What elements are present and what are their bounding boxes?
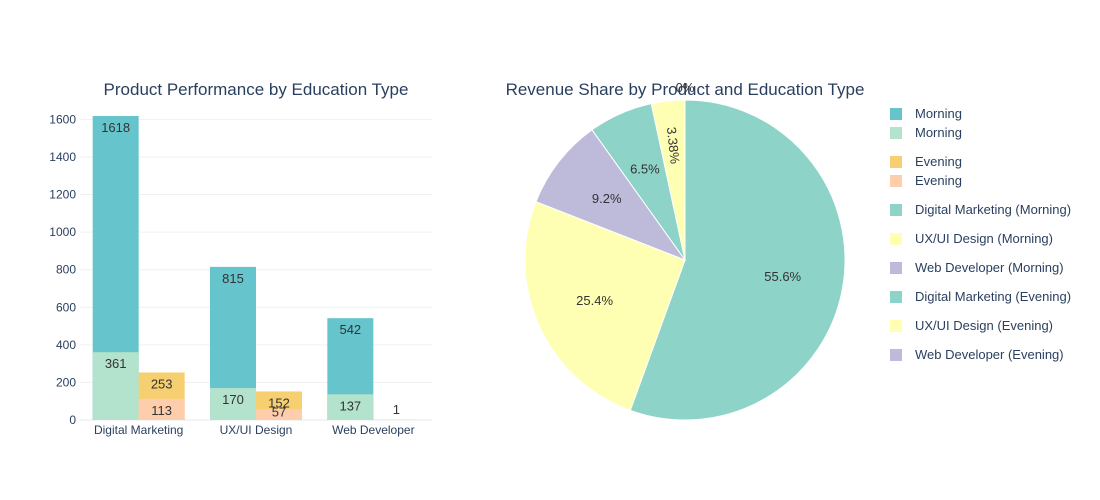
bar-value-label: 57 [272,405,286,420]
legend-label: Web Developer (Morning) [915,260,1064,275]
x-tick-label: Web Developer [332,423,415,437]
legend-swatch [890,291,902,303]
y-tick-label: 800 [56,263,76,277]
y-tick-label: 400 [56,338,76,352]
y-tick-label: 200 [56,375,76,389]
legend-swatch [890,175,902,187]
bar-morning-part [92,352,139,420]
bar-value-label: 170 [222,392,244,407]
legend-label: Web Developer (Evening) [915,347,1064,362]
y-tick-label: 1600 [49,112,76,126]
bar-value-label: 1 [393,402,400,417]
pie-chart-panel: Revenue Share by Product and Education T… [506,80,865,421]
bar-value-label: 253 [151,376,173,391]
legend-label: UX/UI Design (Evening) [915,318,1053,333]
bar-value-label: 361 [105,356,127,371]
bar-morning-part [210,388,256,420]
legend-swatch [890,262,902,274]
bar-value-label: 137 [339,398,361,413]
legend-label: Digital Marketing (Evening) [915,289,1071,304]
pie-slice [629,99,846,421]
bar-value-label: 152 [268,395,290,410]
y-tick-label: 600 [56,300,76,314]
pie-slice-label: 55.6% [764,269,801,284]
bar-value-label: 542 [339,322,361,337]
bar-chart-panel: Product Performance by Education Type 0 2… [49,80,432,437]
legend-label: Evening [915,173,962,188]
bar-morning-part [327,394,374,420]
bar-value-label: 1618 [101,120,130,135]
bar-evening-part [138,398,185,420]
legend-swatch [890,320,902,332]
legend-label: Evening [915,154,962,169]
legend-swatch [890,233,902,245]
bar-value-label: 113 [151,403,172,418]
pie-slice-label: 25.4% [576,293,613,308]
legend-label: UX/UI Design (Morning) [915,231,1053,246]
y-tick-label: 1400 [49,150,76,164]
pie-chart-slices: 55.6% 25.4% 9.2% 6.5% 3.38% 0% [524,80,846,421]
chart-legend: Morning Morning Evening Evening Digital Mark… [890,106,1071,362]
legend-label: Digital Marketing (Morning) [915,202,1071,217]
pie-slice [650,99,686,261]
pie-slice-label: 0% [676,80,695,95]
legend-swatch [890,127,902,139]
bar-chart-y-axis: 0 200 400 600 800 1000 1200 1400 1600 [49,112,76,427]
bar-chart-x-axis: Digital Marketing UX/UI Design Web Develop… [94,423,415,437]
legend-swatch [890,204,902,216]
pie-slice [524,201,686,411]
y-tick-label: 1000 [49,225,76,239]
legend-swatch [890,156,902,168]
x-tick-label: Digital Marketing [94,423,183,437]
pie-slice-label: 3.38% [664,126,683,165]
legend-swatch [890,349,902,361]
pie-slice-label: 6.5% [630,161,660,176]
pie-slice-label: 9.2% [592,191,622,206]
bar-chart-title: Product Performance by Education Type [104,80,409,99]
pie-chart-title: Revenue Share by Product and Education T… [506,80,865,99]
bar-evening-part [256,409,302,420]
bar-value-label: 815 [222,271,244,286]
y-tick-label: 1200 [49,188,76,202]
bar-chart-bars: 1618 815 542 361 170 137 253 152 1 113 57 [92,116,420,421]
pie-slice [535,129,687,262]
legend-swatch [890,108,902,120]
y-tick-label: 0 [69,413,76,427]
legend-label: Morning [915,125,962,140]
x-tick-label: UX/UI Design [220,423,293,437]
legend-label: Morning [915,106,962,121]
